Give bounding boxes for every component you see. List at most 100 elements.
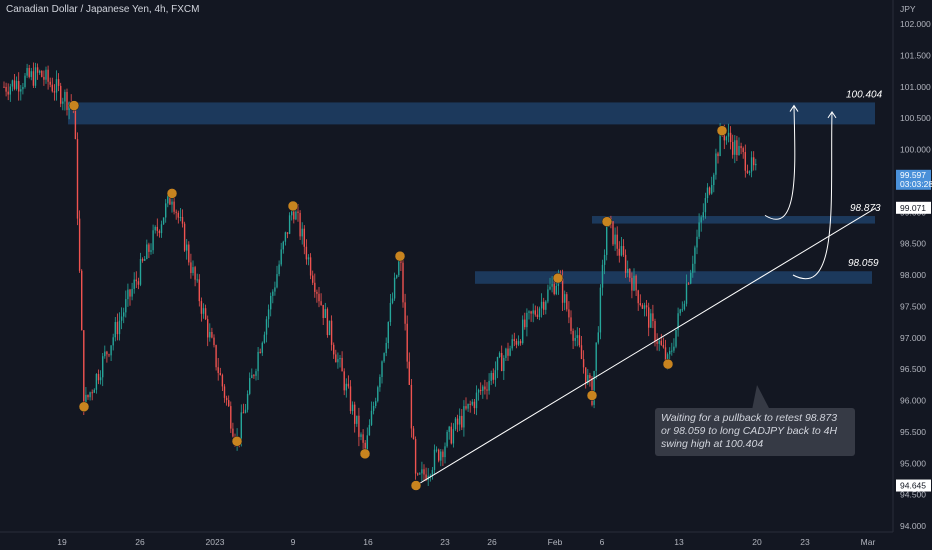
candle-body xyxy=(265,319,268,335)
candle-body xyxy=(408,361,410,385)
candle-body xyxy=(261,342,263,353)
candle-body xyxy=(215,345,217,368)
candle-body xyxy=(589,375,591,379)
candle-body xyxy=(7,91,9,95)
candle-body xyxy=(471,401,473,405)
candle-body xyxy=(658,340,660,344)
candle-body xyxy=(97,373,100,381)
candle-body xyxy=(528,311,530,313)
price-tick-label: 100.500 xyxy=(900,113,931,123)
candle-body xyxy=(696,236,698,248)
candle-body xyxy=(5,86,7,92)
time-tick-label: 6 xyxy=(600,537,605,547)
candle-body xyxy=(616,234,618,249)
candle-body xyxy=(305,246,308,260)
candle-body xyxy=(202,308,205,314)
swing-point-marker xyxy=(78,401,90,413)
candle-body xyxy=(622,246,625,255)
candle-body xyxy=(681,309,683,311)
candle-body xyxy=(679,309,681,314)
candle-body xyxy=(561,278,564,303)
swing-point-marker xyxy=(552,272,564,284)
candle-body xyxy=(547,289,549,302)
candle-body xyxy=(207,319,209,338)
swing-point-marker xyxy=(716,125,728,136)
candle-body xyxy=(740,146,742,149)
candle-body xyxy=(282,241,284,250)
swing-point-marker xyxy=(359,448,371,460)
price-tick-label: 95.000 xyxy=(900,458,926,468)
chart-title: Canadian Dollar / Japanese Yen, 4h, FXCM xyxy=(6,4,200,15)
candle-body xyxy=(473,401,476,409)
candle-body xyxy=(28,68,30,77)
candle-body xyxy=(165,203,167,218)
candle-body xyxy=(345,383,347,391)
time-tick-label: 26 xyxy=(135,537,145,547)
candle-body xyxy=(34,67,37,86)
candle-body xyxy=(370,410,373,425)
candle-body xyxy=(360,434,362,437)
candle-body xyxy=(47,69,49,82)
candle-body xyxy=(108,354,110,356)
zone-label: 98.059 xyxy=(848,258,879,269)
candle-body xyxy=(295,211,297,220)
candle-body xyxy=(652,313,654,322)
candle-body xyxy=(456,418,459,425)
candle-body xyxy=(379,376,381,388)
candle-body xyxy=(624,254,627,273)
note-pointer xyxy=(752,385,770,410)
price-zone xyxy=(475,271,872,284)
candle-body xyxy=(162,217,165,225)
candle-body xyxy=(314,282,316,292)
swing-point-marker xyxy=(662,358,674,370)
candle-body xyxy=(309,257,312,276)
price-zone xyxy=(68,102,875,125)
candle-body xyxy=(76,139,79,219)
candle-body xyxy=(639,303,641,306)
candle-body xyxy=(498,353,501,358)
candle-body xyxy=(635,275,637,291)
currency-label: JPY xyxy=(900,4,916,14)
candle-body xyxy=(509,348,511,356)
time-tick-label: 9 xyxy=(291,537,296,547)
candle-body xyxy=(339,357,341,360)
candle-body xyxy=(677,313,679,330)
candle-body xyxy=(349,386,352,412)
swing-point-marker xyxy=(166,188,178,199)
time-tick-label: 26 xyxy=(487,537,497,547)
candle-body xyxy=(706,187,709,199)
candle-body xyxy=(364,442,366,452)
candle-body xyxy=(582,359,585,368)
candle-body xyxy=(312,275,314,283)
candle-body xyxy=(597,332,599,343)
price-tick-label: 94.500 xyxy=(900,490,926,500)
candle-body xyxy=(469,403,471,405)
candle-body xyxy=(158,230,161,234)
candle-body xyxy=(358,415,360,437)
candle-body xyxy=(501,353,503,372)
candle-body xyxy=(219,372,221,376)
candle-body xyxy=(629,268,631,278)
candle-body xyxy=(335,354,337,363)
candle-body xyxy=(144,259,146,261)
candle-body xyxy=(139,259,142,285)
candle-body xyxy=(156,226,158,231)
swing-point-marker xyxy=(394,250,406,262)
candle-body xyxy=(244,409,247,413)
candle-body xyxy=(746,170,749,173)
candle-body xyxy=(530,311,532,314)
candle-body xyxy=(341,357,343,372)
candle-body xyxy=(543,301,545,310)
candle-body xyxy=(570,317,572,331)
candle-body xyxy=(664,347,667,361)
candle-body xyxy=(708,187,711,194)
candle-body xyxy=(102,356,104,378)
time-tick-label: 16 xyxy=(363,537,373,547)
candle-body xyxy=(421,469,423,474)
candle-body xyxy=(171,201,173,205)
projection-arrow xyxy=(764,105,796,220)
candle-body xyxy=(612,221,614,245)
candle-body xyxy=(738,146,740,155)
candle-body xyxy=(532,310,534,314)
